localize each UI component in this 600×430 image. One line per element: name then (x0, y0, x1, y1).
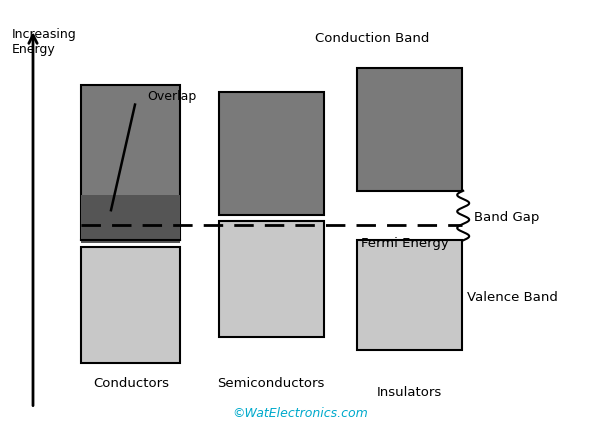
Text: Insulators: Insulators (377, 385, 442, 398)
Bar (81, 86, 180, 241)
Text: Overlap: Overlap (147, 90, 196, 103)
Text: Conduction Band: Conduction Band (315, 32, 429, 45)
Bar (219, 221, 324, 338)
Text: Fermi Energy: Fermi Energy (361, 237, 449, 249)
Text: Semiconductors: Semiconductors (218, 376, 325, 389)
Bar (219, 92, 324, 215)
Text: Valence Band: Valence Band (467, 290, 558, 303)
Bar (81, 247, 180, 363)
Text: Band Gap: Band Gap (474, 211, 539, 224)
Text: Increasing
Energy: Increasing Energy (12, 28, 77, 56)
Bar (357, 69, 462, 191)
Text: Conductors: Conductors (93, 376, 169, 389)
Bar (357, 241, 462, 350)
Bar (81, 196, 180, 243)
Text: ©WatElectronics.com: ©WatElectronics.com (232, 406, 368, 419)
